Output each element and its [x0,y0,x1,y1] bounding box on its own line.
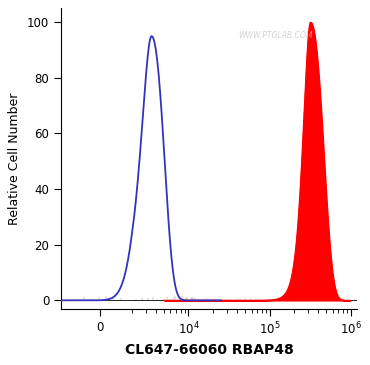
Y-axis label: Relative Cell Number: Relative Cell Number [9,92,21,225]
Text: WWW.PTGLAB.COM: WWW.PTGLAB.COM [239,31,313,41]
X-axis label: CL647-66060 RBAP48: CL647-66060 RBAP48 [125,343,293,357]
